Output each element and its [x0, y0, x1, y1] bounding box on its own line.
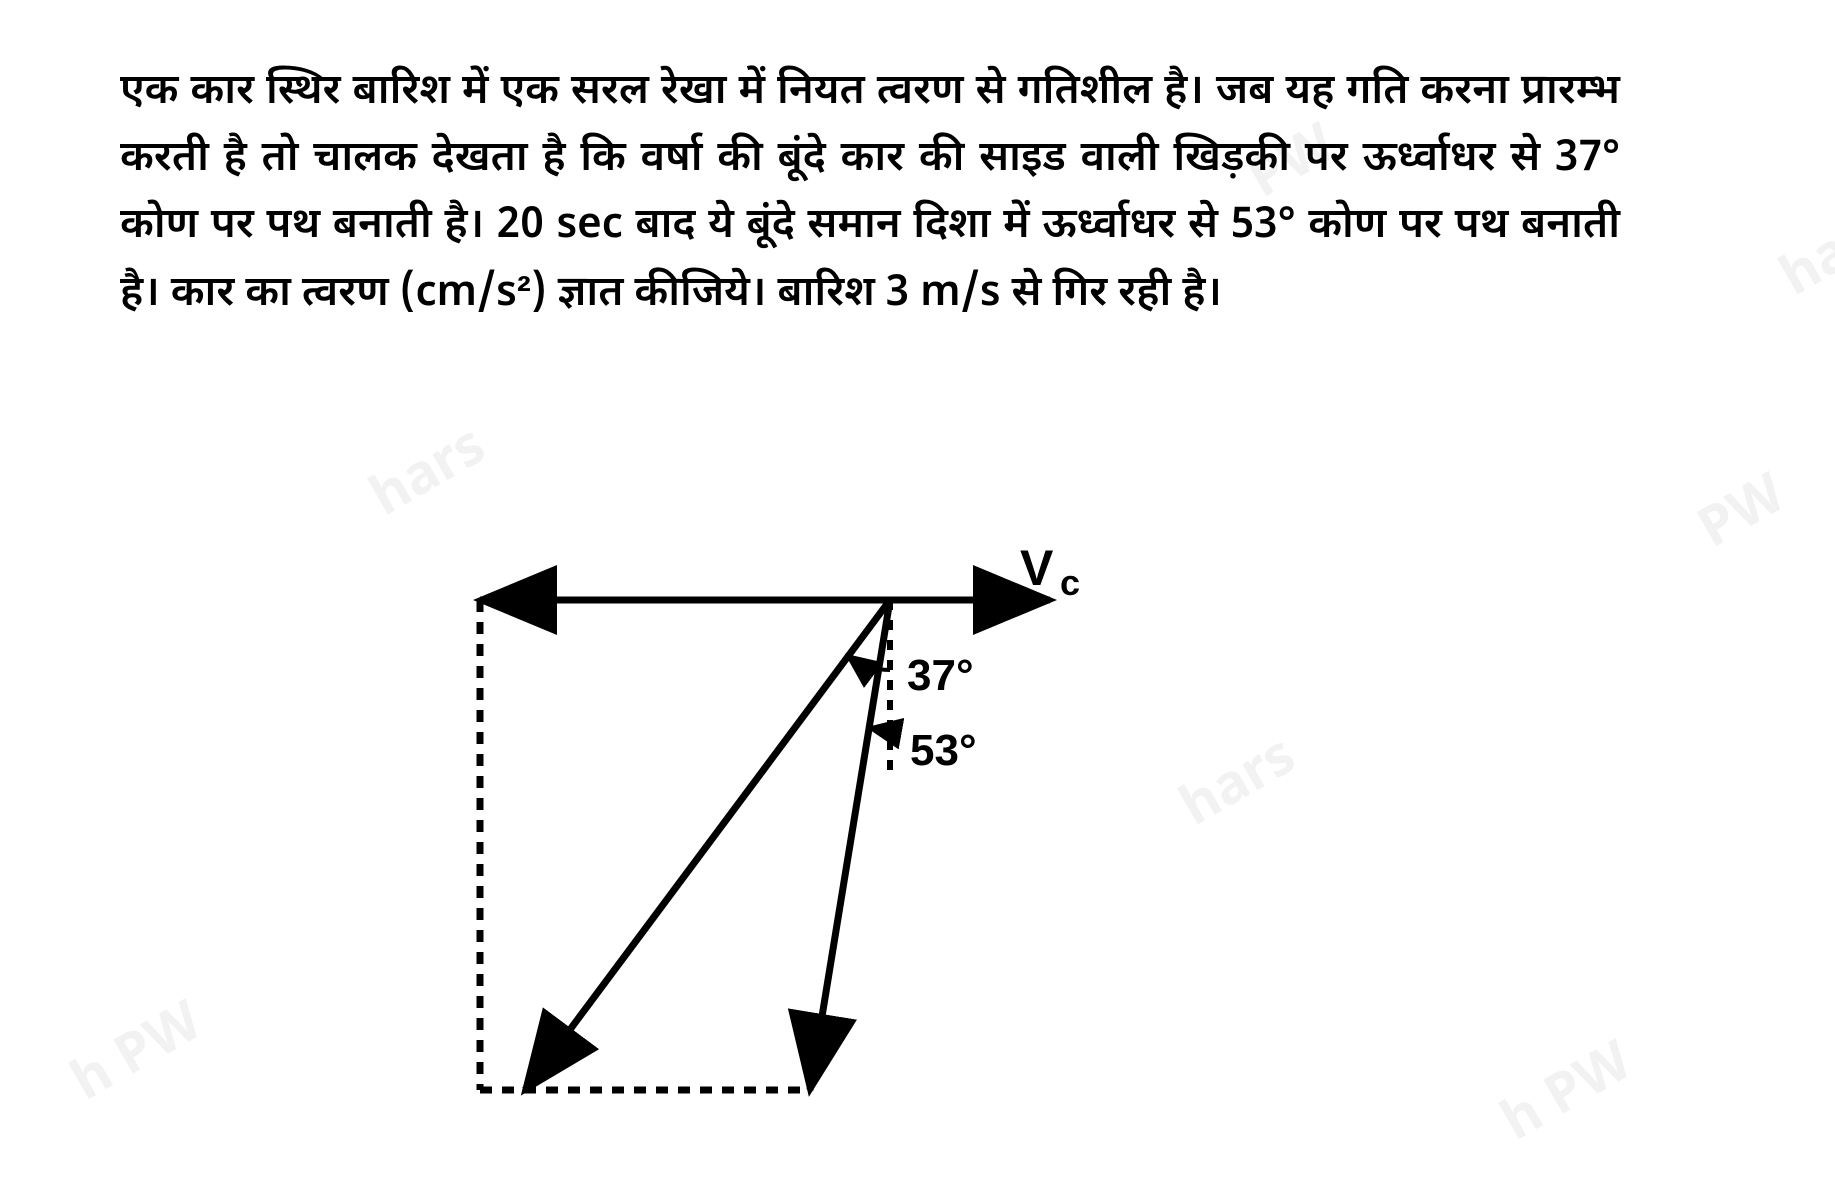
watermark: h PW [1492, 1030, 1648, 1161]
vc-label-sub: c [1060, 562, 1080, 603]
rain-vector-53 [810, 600, 890, 1090]
angle-arc-53 [870, 728, 890, 730]
question-text: एक कार स्थिर बारिश में एक सरल रेखा में न… [120, 60, 1620, 329]
watermark: h PW [62, 990, 218, 1121]
vector-diagram: V c 37° 53° [350, 540, 1250, 1160]
watermark: hars [360, 415, 500, 537]
watermark: PW [1688, 463, 1801, 569]
rain-vector-37 [525, 600, 890, 1090]
angle-53-label: 53° [910, 726, 977, 775]
watermark: hars [1770, 195, 1835, 317]
vc-label: V [1020, 540, 1054, 596]
angle-37-label: 37° [907, 651, 974, 700]
